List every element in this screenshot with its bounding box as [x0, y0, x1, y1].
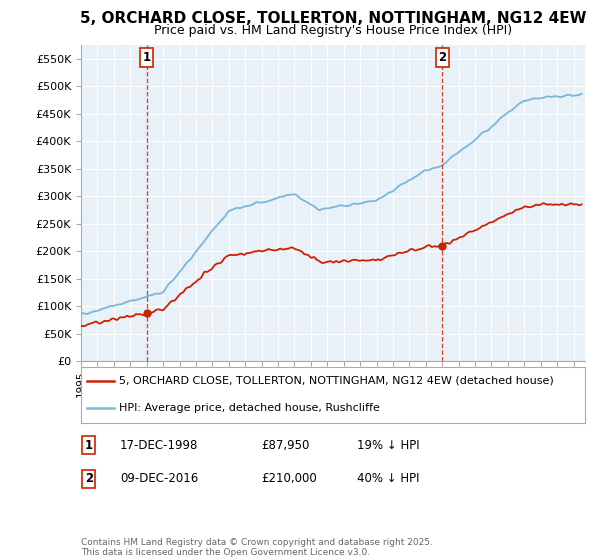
Text: 19% ↓ HPI: 19% ↓ HPI [357, 438, 419, 452]
Text: 1: 1 [85, 438, 93, 452]
Text: 17-DEC-1998: 17-DEC-1998 [120, 438, 199, 452]
Text: Contains HM Land Registry data © Crown copyright and database right 2025.
This d: Contains HM Land Registry data © Crown c… [81, 538, 433, 557]
Text: 1: 1 [143, 51, 151, 64]
Text: £210,000: £210,000 [261, 472, 317, 486]
Text: 2: 2 [438, 51, 446, 64]
Text: 5, ORCHARD CLOSE, TOLLERTON, NOTTINGHAM, NG12 4EW (detached house): 5, ORCHARD CLOSE, TOLLERTON, NOTTINGHAM,… [119, 376, 554, 386]
Text: Price paid vs. HM Land Registry's House Price Index (HPI): Price paid vs. HM Land Registry's House … [154, 24, 512, 37]
Text: 2: 2 [85, 472, 93, 486]
Text: 09-DEC-2016: 09-DEC-2016 [120, 472, 198, 486]
Text: £87,950: £87,950 [261, 438, 310, 452]
Text: 5, ORCHARD CLOSE, TOLLERTON, NOTTINGHAM, NG12 4EW: 5, ORCHARD CLOSE, TOLLERTON, NOTTINGHAM,… [80, 11, 586, 26]
Text: HPI: Average price, detached house, Rushcliffe: HPI: Average price, detached house, Rush… [119, 403, 380, 413]
Text: 40% ↓ HPI: 40% ↓ HPI [357, 472, 419, 486]
